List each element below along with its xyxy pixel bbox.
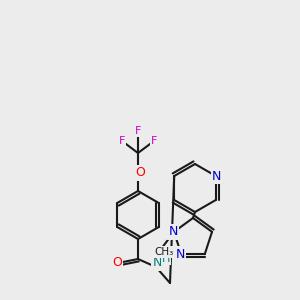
Text: CH₃: CH₃ bbox=[154, 247, 174, 257]
Text: N: N bbox=[176, 248, 185, 261]
Text: O: O bbox=[135, 167, 145, 179]
Text: H: H bbox=[162, 254, 170, 264]
Text: N: N bbox=[212, 169, 221, 182]
Text: N: N bbox=[152, 256, 162, 269]
Text: N: N bbox=[168, 225, 178, 238]
Text: O: O bbox=[112, 256, 122, 269]
Text: F: F bbox=[151, 136, 157, 146]
Text: F: F bbox=[119, 136, 125, 146]
Text: F: F bbox=[135, 126, 141, 136]
